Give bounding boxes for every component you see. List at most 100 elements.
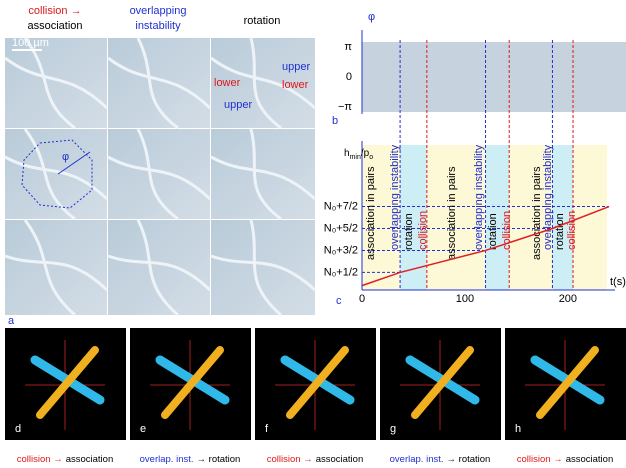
- axis-label: φ: [368, 11, 375, 23]
- caption: collision → association: [267, 454, 363, 465]
- caption: overlap. inst. → rotation: [140, 454, 241, 465]
- micrograph: [108, 129, 210, 219]
- panel-label: h: [515, 423, 521, 435]
- filament: [210, 254, 317, 292]
- helix: [411, 346, 474, 419]
- filament: [107, 56, 212, 110]
- panel-label: g: [390, 423, 396, 435]
- label-part: o: [369, 154, 373, 161]
- micrograph: [108, 38, 210, 128]
- phase-label: rotation: [487, 213, 499, 250]
- panel-label: e: [140, 423, 146, 435]
- phase-label: collision: [501, 211, 513, 250]
- tick-label: −π: [338, 101, 352, 113]
- phase-label: collision: [417, 211, 429, 250]
- y-tick-label: N₀+1/2: [324, 266, 358, 278]
- upper: upper: [282, 61, 310, 73]
- y-axis-label: hmin/po: [344, 148, 373, 161]
- octagon: [21, 139, 93, 209]
- phase-label: association in pairs: [365, 166, 377, 260]
- filament: [4, 155, 109, 201]
- header: rotation: [244, 15, 281, 27]
- panel-label: b: [332, 115, 338, 127]
- panel-a: collision → association overlapping inst…: [4, 5, 317, 327]
- helix: [536, 346, 599, 419]
- header: overlapping: [130, 5, 187, 17]
- y-tick-label: N₀+3/2: [324, 244, 358, 256]
- panel-label: a: [8, 315, 15, 327]
- micrograph: [5, 38, 107, 128]
- micrograph: [211, 38, 315, 128]
- x-tick-label: 0: [359, 293, 365, 305]
- caption: overlap. inst. → rotation: [390, 454, 491, 465]
- filament: [249, 219, 282, 317]
- x-tick-label: 200: [559, 293, 577, 305]
- header: collision →: [28, 5, 81, 17]
- label-part: /p: [361, 148, 370, 159]
- caption-part: collision →: [517, 454, 563, 465]
- filament: [210, 56, 317, 110]
- scale-label: 100 µm: [12, 37, 49, 49]
- tick-label: 0: [346, 71, 352, 83]
- micrograph: [211, 220, 315, 315]
- caption-part: → rotation: [197, 454, 241, 465]
- micrograph: [5, 220, 107, 315]
- panel-b: φ π 0 −π b: [332, 11, 626, 127]
- y-tick-label: N₀+5/2: [324, 222, 358, 234]
- band: [485, 145, 510, 290]
- arrow: [57, 151, 91, 175]
- micrograph: [211, 129, 315, 219]
- caption-part: association: [316, 454, 364, 465]
- header: association: [27, 20, 82, 32]
- filament: [136, 219, 179, 317]
- panel-label: d: [15, 423, 21, 435]
- phase-label: rotation: [403, 213, 415, 250]
- panel-c: N₀+1/2 N₀+3/2 N₀+5/2 N₀+7/2 0 100 200 associati…: [324, 40, 626, 307]
- filament: [136, 37, 179, 130]
- caption-part: overlap. inst.: [390, 454, 444, 465]
- caption-part: association: [566, 454, 614, 465]
- band: [400, 145, 427, 290]
- caption: collision → association: [17, 454, 113, 465]
- x-tick-label: 100: [456, 293, 474, 305]
- filament: [249, 37, 282, 130]
- label-part: h: [344, 148, 350, 159]
- y-tick-label: N₀+7/2: [324, 201, 358, 213]
- phi: φ: [62, 151, 69, 163]
- caption-part: collision →: [17, 454, 63, 465]
- phase-label: collision: [566, 211, 578, 250]
- helix: [161, 346, 224, 419]
- filament: [23, 219, 76, 317]
- phase-label: rotation: [554, 213, 566, 250]
- phase-label: overlapping instability: [389, 144, 401, 250]
- filament: [210, 155, 317, 201]
- lower: lower: [214, 77, 241, 89]
- caption: collision → association: [517, 454, 613, 465]
- curve: [361, 205, 610, 287]
- helix: [286, 346, 349, 419]
- filament: [23, 128, 76, 221]
- phase-label: overlapping instability: [473, 144, 485, 250]
- panel-label: c: [336, 295, 342, 307]
- label-part: min: [350, 154, 361, 161]
- lower: lower: [282, 79, 309, 91]
- caption-part: association: [66, 454, 114, 465]
- x-axis-label: t(s): [610, 276, 626, 288]
- phase-image: [362, 42, 626, 112]
- phase-label: overlapping instability: [542, 144, 554, 250]
- filament: [249, 128, 282, 221]
- panel-label: f: [265, 423, 269, 435]
- header: instability: [135, 20, 181, 32]
- filament: [107, 254, 212, 292]
- caption-part: → rotation: [447, 454, 491, 465]
- caption-part: overlap. inst.: [140, 454, 194, 465]
- phase-label: association in pairs: [531, 166, 543, 260]
- tick-label: π: [344, 41, 352, 53]
- filament: [107, 155, 212, 201]
- phase-label: association in pairs: [446, 166, 458, 260]
- filament: [136, 128, 179, 221]
- helix: [36, 346, 99, 419]
- filament: [4, 254, 109, 292]
